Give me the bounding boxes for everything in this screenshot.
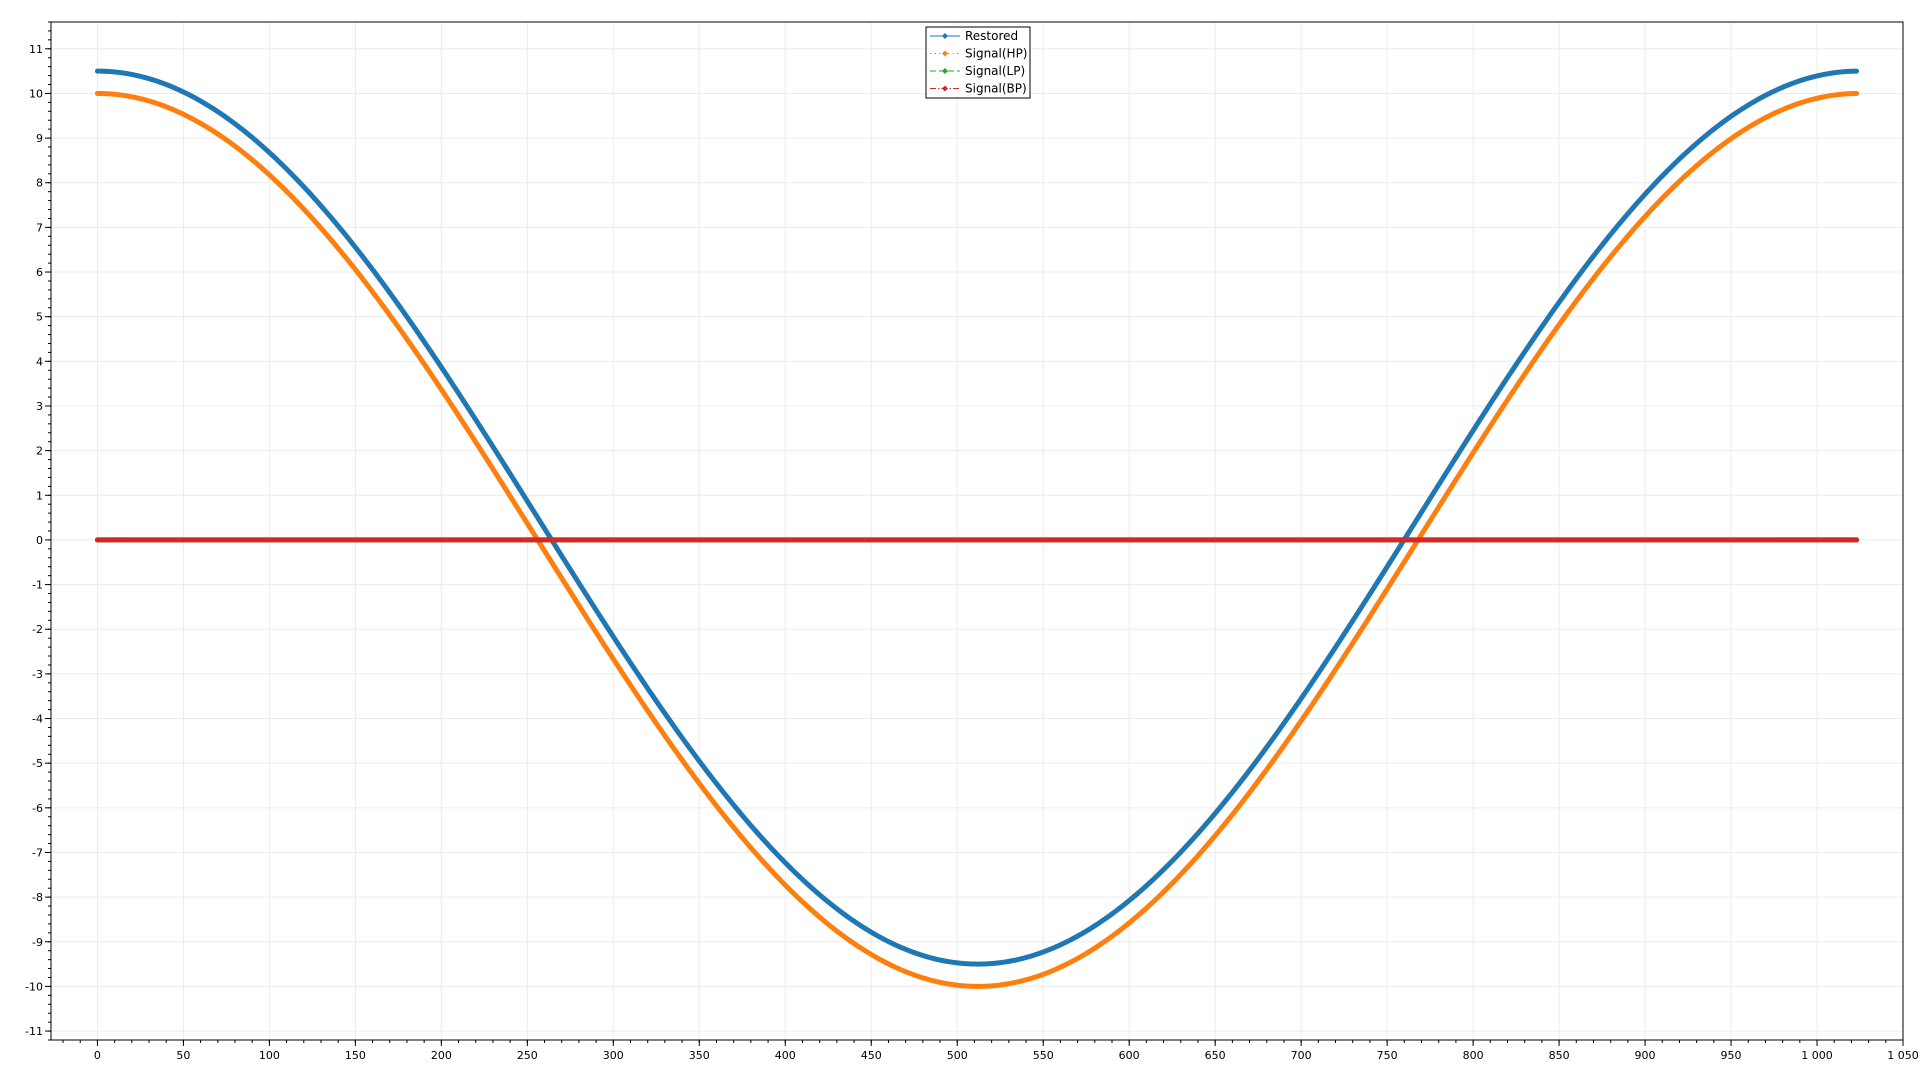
- legend-label: Restored: [965, 29, 1018, 43]
- x-tick-label: 250: [517, 1049, 538, 1062]
- y-tick-label: -5: [32, 757, 43, 770]
- y-tick-label: -11: [25, 1025, 43, 1038]
- legend-item[interactable]: Signal(HP): [930, 47, 1027, 61]
- y-tick-label: 5: [36, 311, 43, 324]
- legend-box: [925, 26, 1031, 99]
- y-tick-label: 8: [36, 177, 43, 190]
- x-tick-label: 850: [1549, 1049, 1570, 1062]
- x-tick-label: 150: [345, 1049, 366, 1062]
- x-tick-label: 650: [1205, 1049, 1226, 1062]
- y-tick-label: 6: [36, 266, 43, 279]
- y-tick-label: -6: [32, 802, 43, 815]
- x-tick-label: 900: [1635, 1049, 1656, 1062]
- x-tick-label: 550: [1033, 1049, 1054, 1062]
- x-tick-label: 950: [1721, 1049, 1742, 1062]
- y-tick-label: -7: [32, 846, 43, 859]
- x-tick-label: 1 050: [1887, 1049, 1919, 1062]
- legend-item[interactable]: Signal(LP): [930, 64, 1025, 78]
- y-tick-label: -10: [25, 980, 43, 993]
- legend-label: Signal(HP): [965, 47, 1027, 61]
- plot-frame: [50, 21, 1904, 1041]
- legend-diamond-marker: [942, 50, 948, 57]
- y-tick-label: -3: [32, 668, 43, 681]
- x-tick-label: 200: [431, 1049, 452, 1062]
- legend[interactable]: Restored Signal(HP) Signal(LP) Signal(BP): [925, 26, 1031, 99]
- legend-item[interactable]: Restored: [930, 29, 1018, 43]
- series-lines: [94, 68, 1860, 989]
- x-tick-label: 600: [1119, 1049, 1140, 1062]
- y-tick-label: 9: [36, 132, 43, 145]
- x-tick-label: 800: [1463, 1049, 1484, 1062]
- y-tick-label: 7: [36, 221, 43, 234]
- x-tick-label: 1 000: [1801, 1049, 1833, 1062]
- x-tick-label: 450: [861, 1049, 882, 1062]
- legend-diamond-marker: [942, 68, 948, 74]
- y-tick-label: 0: [36, 534, 43, 547]
- y-tick-label: 4: [36, 355, 43, 368]
- legend-diamond-marker: [942, 33, 948, 39]
- y-tick-label: -9: [32, 936, 43, 949]
- x-tick-label: 700: [1291, 1049, 1312, 1062]
- y-tick-label: 11: [29, 43, 43, 56]
- x-tick-label: 0: [94, 1049, 101, 1062]
- x-tick-label: 300: [603, 1049, 624, 1062]
- y-tick-label: 3: [36, 400, 43, 413]
- legend-label: Signal(BP): [965, 82, 1027, 96]
- legend-item[interactable]: Signal(BP): [930, 82, 1027, 96]
- y-tick-label: -2: [32, 623, 43, 636]
- x-tick-label: 500: [947, 1049, 968, 1062]
- legend-diamond-marker: [942, 85, 948, 92]
- y-tick-label: -8: [32, 891, 43, 904]
- x-tick-label: 100: [259, 1049, 280, 1062]
- legend-label: Signal(LP): [965, 64, 1025, 78]
- x-tick-label: 400: [775, 1049, 796, 1062]
- grid: [51, 22, 1904, 1040]
- x-tick-label: 50: [176, 1049, 190, 1062]
- y-tick-label: 2: [36, 445, 43, 458]
- x-tick-label: 750: [1377, 1049, 1398, 1062]
- y-tick-label: -1: [32, 579, 43, 592]
- y-tick-label: 10: [29, 87, 43, 100]
- y-tick-label: 1: [36, 489, 43, 502]
- axes: 0 50 100 150 200 250 300 350 400 450 500 550 600 650 7…: [25, 21, 1919, 1062]
- y-tick-label: -4: [32, 713, 43, 726]
- series-line-signal-hp: [94, 90, 1860, 989]
- series-line-restored: [94, 68, 1860, 967]
- x-tick-label: 350: [689, 1049, 710, 1062]
